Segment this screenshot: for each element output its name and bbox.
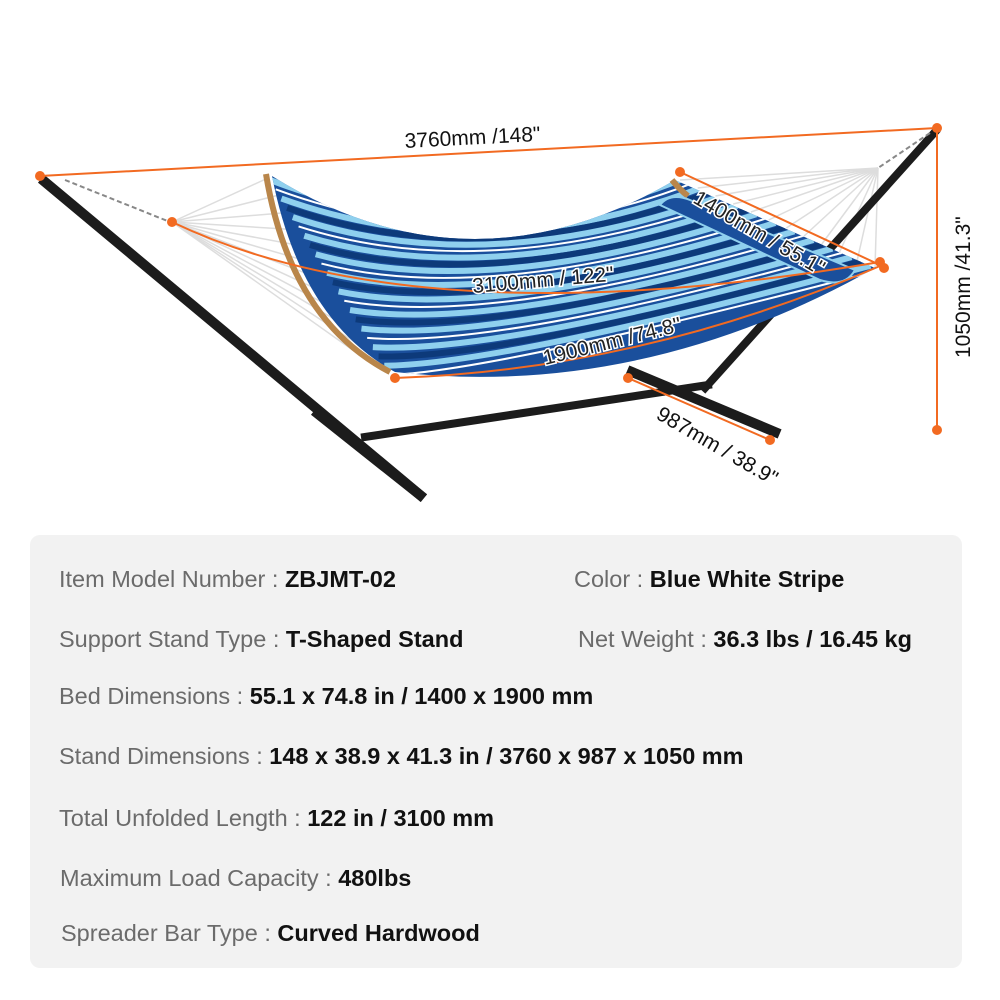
left-spreader-bar (263, 173, 392, 375)
rope-left (171, 221, 349, 317)
spec-label: Stand Dimensions : (59, 743, 270, 769)
right-spreader-bar (669, 178, 690, 199)
spec-stand-dimensions: Stand Dimensions : 148 x 38.9 x 41.3 in … (59, 742, 744, 770)
spec-value: 148 x 38.9 x 41.3 in / 3760 x 987 x 1050… (269, 743, 744, 769)
fabric-stripe (344, 234, 805, 308)
spec-bed-dimensions: Bed Dimensions : 55.1 x 74.8 in / 1400 x… (59, 682, 593, 710)
spec-label: Spreader Bar Type : (61, 920, 278, 946)
rope-left (171, 221, 319, 266)
fabric-stripe (367, 251, 843, 340)
spec-label: Net Weight : (578, 626, 714, 652)
spec-color: Color : Blue White Stripe (574, 565, 844, 593)
fabric-stripe (389, 269, 875, 376)
rope-right (821, 167, 879, 245)
spec-value: ZBJMT-02 (284, 566, 396, 592)
fabric-stripe (314, 211, 758, 275)
rope-right (856, 167, 879, 261)
rope-right (838, 167, 879, 253)
hanging-chain (64, 132, 931, 223)
rope-right (750, 167, 879, 213)
spec-label: Support Stand Type : (59, 626, 286, 652)
pillow (658, 195, 857, 284)
spec-value: 122 in / 3100 mm (307, 805, 495, 831)
spec-support-stand-type: Support Stand Type : T-Shaped Stand (59, 625, 463, 653)
fabric-stripe (321, 217, 767, 279)
specifications-panel: Item Model Number : ZBJMT-02 Color : Blu… (30, 535, 962, 968)
spec-value: 36.3 lbs / 16.45 kg (713, 626, 912, 652)
fabric-stripe (378, 258, 862, 360)
rope-right (715, 167, 879, 197)
rope-right (697, 167, 879, 189)
spec-label: Item Model Number : (59, 566, 285, 592)
height-label: 1050mm /41.3" (952, 216, 975, 358)
rope-left (171, 194, 279, 223)
spec-value: T-Shaped Stand (285, 626, 464, 652)
spec-label: Total Unfolded Length : (59, 805, 308, 831)
fabric-stripe (332, 224, 786, 296)
spec-value: 55.1 x 74.8 in / 1400 x 1900 mm (249, 683, 594, 709)
spec-label: Maximum Load Capacity : (60, 865, 339, 891)
spec-value: Blue White Stripe (649, 566, 845, 592)
fabric-stripe (303, 202, 739, 261)
fabric-stripe (291, 194, 720, 248)
hammock-dimension-diagram: 3760mm /148" 3100mm / 122" 1900mm /74.8"… (35, 123, 975, 503)
spec-value: 480lbs (338, 865, 412, 891)
rope-left (171, 221, 359, 335)
rope-right (679, 167, 879, 181)
fabric-stripe (361, 245, 834, 334)
rope-right (803, 167, 879, 237)
spec-net-weight: Net Weight : 36.3 lbs / 16.45 kg (578, 625, 912, 653)
rope-left (171, 177, 269, 223)
dimension-lines (39, 127, 938, 441)
fabric-stripe (384, 262, 872, 369)
fabric-stripe (355, 241, 824, 326)
fabric-stripe (298, 200, 728, 253)
overall-length-label: 3760mm /148" (404, 123, 541, 153)
fabric-stripe (309, 207, 748, 268)
rope-right (874, 167, 879, 269)
dimension-endpoints (35, 123, 942, 445)
spec-item-model-number: Item Model Number : ZBJMT-02 (59, 565, 396, 593)
fabric-stripe (349, 237, 815, 318)
rope-right (785, 167, 879, 229)
rope-right (733, 167, 879, 205)
spec-label: Color : (574, 566, 650, 592)
rope-left (171, 221, 379, 369)
rope-right (768, 167, 879, 221)
spec-spreader-bar-type: Spreader Bar Type : Curved Hardwood (61, 919, 480, 947)
rope-left (171, 211, 289, 223)
spec-value: Curved Hardwood (277, 920, 480, 946)
spec-label: Bed Dimensions : (59, 683, 250, 709)
foot-width-label: 987mm / 38.9" (653, 402, 782, 490)
fabric-stripe (372, 254, 853, 351)
spec-total-unfolded-length: Total Unfolded Length : 122 in / 3100 mm (59, 804, 494, 832)
spec-maximum-load-capacity: Maximum Load Capacity : 480lbs (60, 864, 411, 892)
